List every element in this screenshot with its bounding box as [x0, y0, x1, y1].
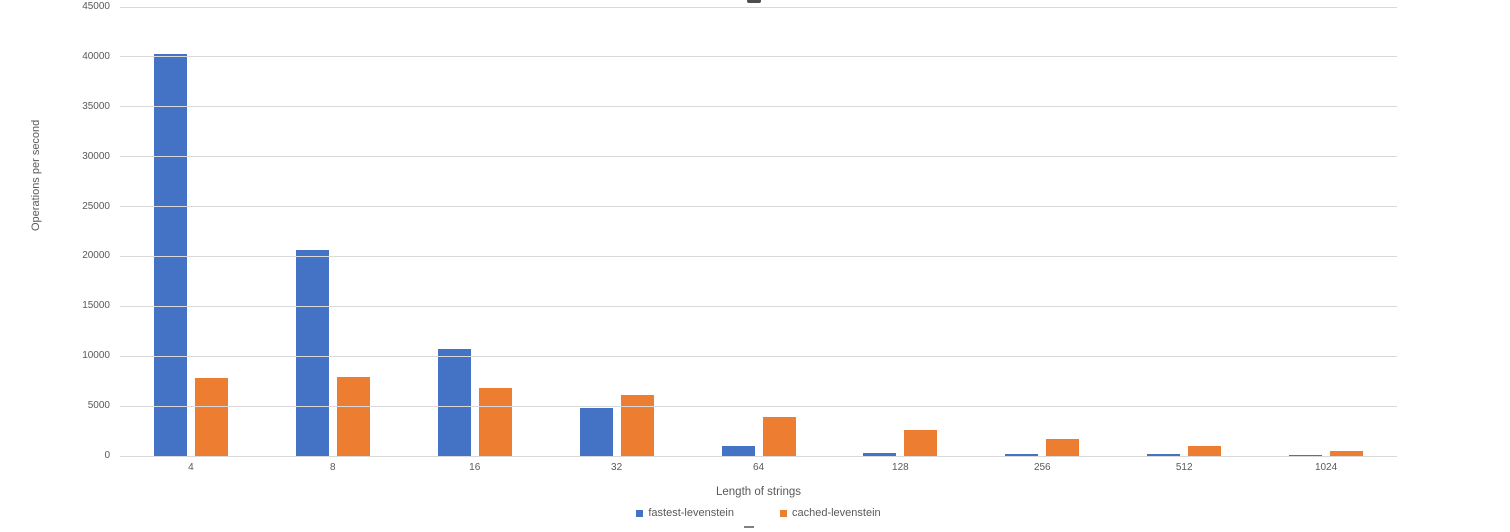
bar-fastest-levenstein-256 [1005, 454, 1039, 456]
y-tick-label-30000: 30000 [82, 150, 110, 162]
gridline-30000 [120, 156, 1397, 158]
x-tick-label-16: 16 [469, 462, 481, 473]
plot-area [120, 6, 1397, 457]
x-tick-label-128: 128 [892, 462, 909, 473]
bar-group-512 [1113, 7, 1255, 456]
legend-label: cached-levenstein [791, 507, 881, 519]
bar-group-64 [688, 7, 830, 456]
bar-group-128 [829, 7, 971, 456]
bar-cached-levenstein-4 [194, 378, 228, 456]
x-tick-label-32: 32 [611, 462, 623, 473]
gridline-15000 [120, 305, 1397, 307]
bar-groups [120, 7, 1397, 456]
x-tick-label-64: 64 [752, 462, 765, 473]
y-axis-title: Operations per second [30, 119, 42, 231]
clipped-text-fragment-bottom [744, 526, 754, 528]
bar-cached-levenstein-1024 [1330, 451, 1364, 456]
bar-fastest-levenstein-1024 [1289, 454, 1323, 456]
y-tick-label-40000: 40000 [82, 50, 110, 62]
x-tick-label-1024: 1024 [1314, 462, 1338, 473]
bar-fastest-levenstein-512 [1147, 454, 1181, 456]
gridline-40000 [120, 56, 1397, 58]
bar-group-256 [971, 7, 1113, 456]
bar-group-4 [120, 7, 262, 456]
bar-cached-levenstein-256 [1046, 439, 1080, 456]
bar-cached-levenstein-64 [762, 417, 796, 456]
gridline-20000 [120, 255, 1397, 257]
gridline-5000 [120, 405, 1397, 407]
y-tick-label-0: 0 [104, 450, 110, 461]
bar-group-16 [404, 7, 546, 456]
x-tick-label-256: 256 [1033, 462, 1051, 473]
bar-cached-levenstein-16 [478, 388, 512, 456]
y-tick-label-20000: 20000 [82, 250, 110, 262]
bar-group-32 [546, 7, 688, 456]
legend-swatch-icon [636, 509, 644, 517]
bar-fastest-levenstein-16 [437, 349, 471, 456]
chart-legend: fastest-levenstein cached-levenstein [120, 507, 1397, 519]
bar-cached-levenstein-8 [336, 377, 370, 456]
y-axis-tick-labels: 0 5000 10000 15000 20000 25000 30000 35000 40000… [58, 0, 110, 532]
gridline-35000 [120, 106, 1397, 108]
bar-fastest-levenstein-32 [579, 408, 613, 456]
bar-fastest-levenstein-4 [153, 53, 187, 456]
gridline-0 [120, 455, 1397, 457]
bar-cached-levenstein-512 [1188, 445, 1222, 456]
bar-fastest-levenstein-128 [863, 452, 897, 456]
y-tick-label-25000: 25000 [82, 200, 110, 212]
y-tick-label-5000: 5000 [87, 400, 110, 412]
y-tick-label-10000: 10000 [82, 350, 110, 362]
legend-swatch-icon [779, 509, 787, 517]
bar-group-8 [262, 7, 404, 456]
bar-fastest-levenstein-64 [721, 446, 755, 456]
y-tick-label-35000: 35000 [82, 100, 110, 112]
x-axis-title: Length of strings [715, 486, 802, 498]
y-tick-label-15000: 15000 [82, 300, 110, 312]
legend-item-fastest-levenstein: fastest-levenstein [636, 507, 734, 519]
bar-cached-levenstein-32 [620, 395, 654, 456]
x-tick-label-512: 512 [1175, 462, 1193, 473]
y-tick-label-45000: 45000 [82, 1, 110, 12]
bar-group-1024 [1255, 7, 1397, 456]
x-axis-tick-labels: 4 8 16 32 64 128 256 512 1024 [120, 462, 1397, 473]
gridline-25000 [120, 206, 1397, 208]
gridline-45000 [120, 6, 1397, 8]
legend-item-cached-levenstein: cached-levenstein [779, 507, 881, 519]
clipped-chart-title-fragment [747, 0, 761, 3]
legend-label: fastest-levenstein [648, 507, 734, 519]
x-tick-label-8: 8 [330, 462, 336, 473]
bar-fastest-levenstein-8 [295, 250, 329, 456]
x-tick-label-4: 4 [188, 462, 194, 473]
bar-cached-levenstein-128 [904, 430, 938, 456]
gridline-10000 [120, 355, 1397, 357]
